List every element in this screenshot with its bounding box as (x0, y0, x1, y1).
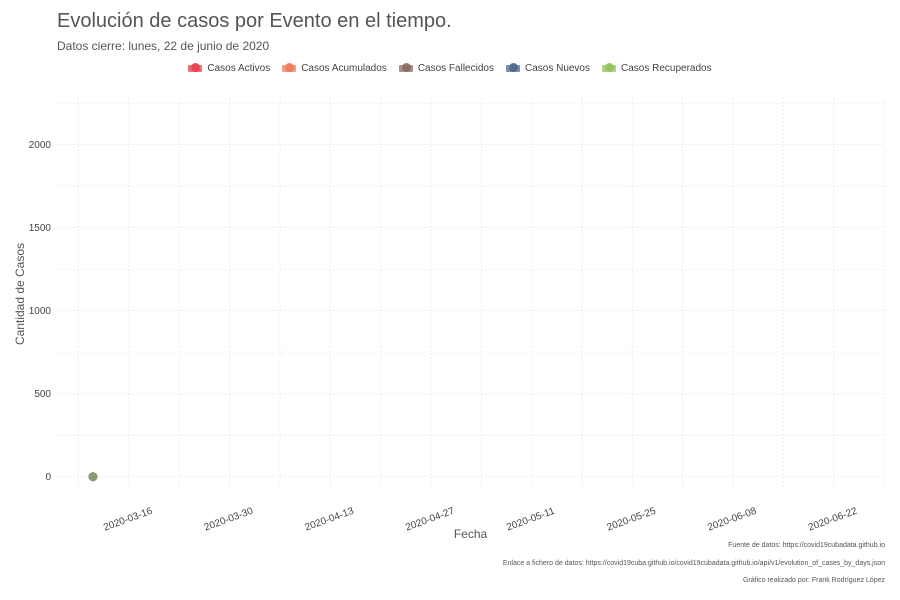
y-tick-label: 500 (34, 389, 51, 400)
legend-label: Casos Nuevos (524, 62, 590, 74)
x-tick-label: 2020-05-25 (606, 506, 658, 534)
legend-key (282, 63, 297, 73)
y-tick-label: 2000 (29, 140, 52, 151)
x-tick-label: 2020-04-27 (404, 506, 456, 534)
x-tick-label: 2020-06-22 (807, 506, 859, 534)
x-tick-label: 2020-06-08 (706, 506, 758, 534)
x-axis-title: Fecha (454, 527, 488, 541)
footer-link: Enlace a fichero de datos: https://covid… (502, 560, 885, 567)
legend-key (602, 63, 616, 73)
x-tick-label: 2020-03-16 (102, 506, 154, 534)
legend-item: Casos Nuevos (505, 62, 590, 74)
chart-title: Evolución de casos por Evento en el tiem… (57, 10, 452, 32)
legend-label: Casos Acumulados (301, 62, 387, 74)
legend-item: Casos Fallecidos (398, 62, 494, 74)
legend-item: Casos Recuperados (602, 63, 712, 74)
legend-item: Casos Activos (188, 63, 270, 74)
x-tick-label: 2020-03-30 (203, 506, 255, 534)
legend-item: Casos Acumulados (282, 63, 387, 74)
y-tick-label: 1500 (29, 223, 52, 234)
legend-key (398, 63, 413, 73)
y-tick-label: 1000 (29, 306, 52, 317)
y-axis-title: Cantidad de Casos (13, 243, 27, 345)
footer-source: Fuente de datos: https://covid19cubadata… (728, 542, 885, 549)
footer-credit: Gráfico realizado por: Frank Rodríguez L… (742, 577, 885, 584)
legend-label: Casos Fallecidos (417, 62, 494, 74)
legend-label: Casos Activos (207, 62, 271, 74)
chart-subtitle: Datos cierre: lunes, 22 de junio de 2020 (57, 39, 270, 53)
legend-label: Casos Recuperados (621, 62, 712, 74)
legend-key (505, 63, 520, 73)
point-casos-recuperados (88, 472, 98, 482)
legend-key (188, 63, 203, 73)
x-tick-label: 2020-04-13 (303, 506, 355, 534)
y-tick-label: 0 (45, 472, 51, 483)
x-tick-label: 2020-05-11 (505, 506, 557, 534)
chart-legend: Casos Activos Casos Acumulados Casos Falle… (0, 60, 900, 76)
